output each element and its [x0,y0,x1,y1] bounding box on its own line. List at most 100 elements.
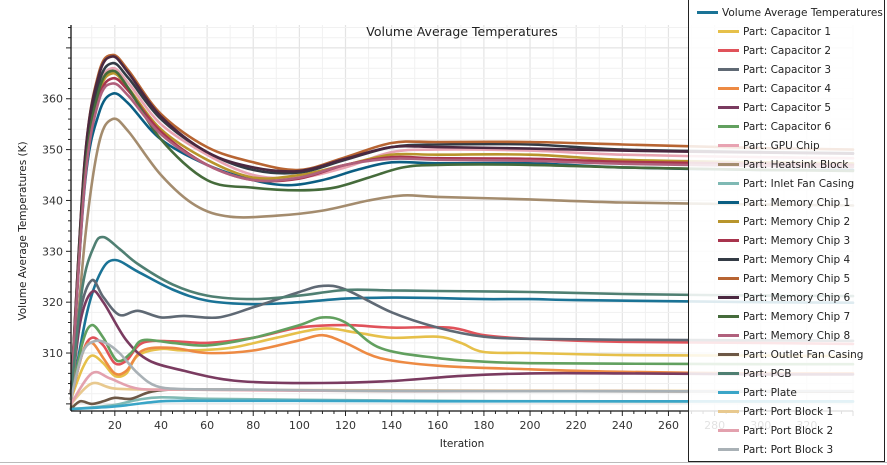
chart-title: Volume Average Temperatures [366,24,557,39]
series-line-capacitor-1 [69,327,855,401]
legend-swatch [718,315,739,318]
legend-label: Part: Capacitor 3 [743,63,832,76]
legend-swatch [697,11,718,14]
legend-label: Part: Plate [743,386,797,399]
y-tick-label: 310 [42,347,63,360]
series-line-capacitor-4 [69,333,855,401]
legend-label: Part: Memory Chip 6 [743,291,851,304]
legend-item-memory-chip-7[interactable]: Part: Memory Chip 7 [718,307,850,326]
legend-item-capacitor-2[interactable]: Part: Capacitor 2 [718,41,831,60]
legend-item-plate[interactable]: Part: Plate [718,383,797,402]
series-line-memory-chip-7 [69,69,855,395]
legend-label: Part: Capacitor 2 [743,44,832,57]
y-tick-label: 320 [42,296,63,309]
bottom-divider [0,462,887,463]
legend-item-volume-average-temperatures[interactable]: Volume Average Temperatures [697,3,883,22]
legend-item-memory-chip-6[interactable]: Part: Memory Chip 6 [718,288,850,307]
x-tick-label: 240 [612,419,633,432]
legend-item-capacitor-4[interactable]: Part: Capacitor 4 [718,79,831,98]
legend-swatch [718,372,739,375]
y-tick-label: 360 [42,93,63,106]
x-tick-label: 140 [381,419,402,432]
legend-label: Part: Port Block 1 [743,405,834,418]
legend-label: Part: Outlet Fan Casing [743,348,864,361]
legend-label: Part: Capacitor 4 [743,82,832,95]
legend-swatch [718,296,739,299]
legend-label: Volume Average Temperatures [722,6,883,19]
x-tick-label: 160 [427,419,448,432]
x-tick-label: 200 [520,419,541,432]
legend-item-memory-chip-1[interactable]: Part: Memory Chip 1 [718,193,850,212]
legend-label: Part: Memory Chip 7 [743,310,851,323]
series-line-pcb [69,235,855,395]
legend-swatch [718,30,739,33]
legend-swatch [718,391,739,394]
legend-item-pcb[interactable]: Part: PCB [718,364,791,383]
legend-label: Part: Memory Chip 4 [743,253,851,266]
legend-item-capacitor-1[interactable]: Part: Capacitor 1 [718,22,831,41]
legend-item-port-block-1[interactable]: Part: Port Block 1 [718,402,833,421]
legend-swatch [718,125,739,128]
series-line-plate [69,399,855,411]
legend-item-capacitor-3[interactable]: Part: Capacitor 3 [718,60,831,79]
x-tick-label: 60 [200,419,214,432]
legend-item-port-block-3[interactable]: Part: Port Block 3 [718,440,833,459]
legend-swatch [718,163,739,166]
legend-label: Part: Memory Chip 8 [743,329,851,342]
legend-swatch [718,49,739,52]
legend-item-capacitor-5[interactable]: Part: Capacitor 5 [718,98,831,117]
legend-swatch [718,429,739,432]
series-lines [69,53,855,411]
legend-label: Part: GPU Chip [743,139,820,152]
legend-swatch [718,144,739,147]
legend-swatch [718,220,739,223]
legend-item-memory-chip-2[interactable]: Part: Memory Chip 2 [718,212,850,231]
series-line-capacitor-5 [69,289,855,401]
x-tick-label: 80 [246,419,260,432]
legend-label: Part: Port Block 3 [743,443,834,456]
legend-item-inlet-fan-casing[interactable]: Part: Inlet Fan Casing [718,174,854,193]
x-tick-label: 220 [566,419,587,432]
y-tick-label: 350 [42,144,63,157]
legend-label: Part: Heatsink Block [743,158,849,171]
series-line-port-block-3 [69,339,855,401]
legend-item-heatsink-block[interactable]: Part: Heatsink Block [718,155,848,174]
legend[interactable]: Volume Average Temperatures Part: Capacit… [688,0,885,462]
legend-swatch [718,87,739,90]
legend-swatch [718,277,739,280]
legend-swatch [718,239,739,242]
legend-label: Part: Inlet Fan Casing [743,177,855,190]
legend-label: Part: Port Block 2 [743,424,834,437]
legend-item-gpu-chip[interactable]: Part: GPU Chip [718,136,820,155]
x-tick-label: 120 [335,419,356,432]
legend-swatch [718,448,739,451]
legend-swatch [718,68,739,71]
legend-item-capacitor-6[interactable]: Part: Capacitor 6 [718,117,831,136]
series-line-capacitor-3 [69,278,855,395]
legend-item-memory-chip-5[interactable]: Part: Memory Chip 5 [718,269,850,288]
legend-item-memory-chip-3[interactable]: Part: Memory Chip 3 [718,231,850,250]
legend-swatch [718,182,739,185]
legend-item-port-block-2[interactable]: Part: Port Block 2 [718,421,833,440]
legend-label: Part: PCB [743,367,792,380]
series-line-heatsink-block [69,117,855,411]
legend-item-memory-chip-4[interactable]: Part: Memory Chip 4 [718,250,850,269]
legend-swatch [718,353,739,356]
x-tick-label: 20 [108,419,122,432]
series-line-volume-average-temperatures [69,258,855,401]
legend-item-memory-chip-8[interactable]: Part: Memory Chip 8 [718,326,850,345]
legend-item-outlet-fan-casing[interactable]: Part: Outlet Fan Casing [718,345,863,364]
x-tick-label: 180 [473,419,494,432]
y-axis-label: Volume Average Temperatures (K) [17,141,29,320]
y-tick-label: 340 [42,194,63,207]
legend-label: Part: Capacitor 5 [743,101,832,114]
legend-swatch [718,334,739,337]
legend-label: Part: Memory Chip 2 [743,215,851,228]
series-line-memory-chip-8 [69,82,855,395]
x-tick-label: 100 [289,419,310,432]
x-tick-label: 260 [658,419,679,432]
legend-label: Part: Capacitor 1 [743,25,832,38]
x-axis-label: Iteration [440,438,485,450]
y-tick-label: 330 [42,245,63,258]
legend-swatch [718,106,739,109]
